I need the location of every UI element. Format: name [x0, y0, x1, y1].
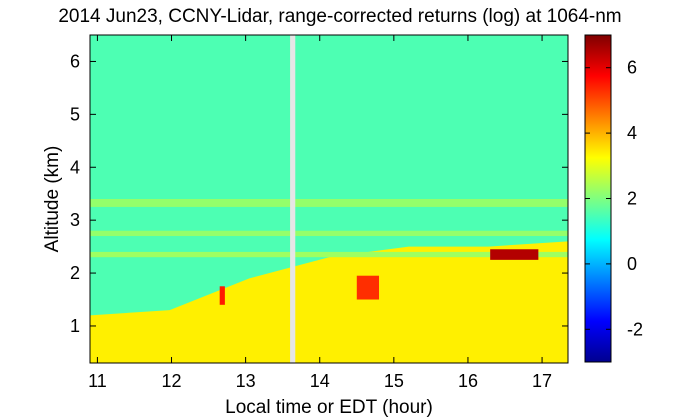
x-tick-label: 11	[88, 371, 107, 391]
aerosol-layer-3	[90, 199, 568, 207]
x-tick-label: 15	[384, 371, 404, 391]
cloud-6	[356, 275, 380, 300]
cloud-4	[490, 249, 539, 260]
x-tick-label: 12	[162, 371, 182, 391]
y-tick-label: 5	[70, 104, 80, 124]
y-tick-label: 2	[70, 263, 80, 283]
colorbar-tick-label: 6	[627, 58, 637, 78]
colorbar-axis: -2 0 2 4 6	[585, 58, 643, 339]
data-gap	[290, 35, 296, 363]
plot-area	[90, 35, 568, 363]
x-axis-label: Local time or EDT (hour)	[225, 397, 433, 418]
y-axis: 1 2 3 4 5 6	[70, 51, 568, 336]
aerosol-layer-1	[90, 251, 568, 258]
x-tick-label: 13	[236, 371, 256, 391]
x-tick-label: 14	[310, 371, 330, 391]
cloud-5	[219, 286, 225, 305]
y-tick-label: 6	[70, 51, 80, 71]
x-tick-label: 17	[532, 371, 552, 391]
plot-frame	[89, 34, 569, 364]
boundary-layer-0	[90, 241, 568, 363]
x-tick-label: 16	[458, 371, 478, 391]
colorbar-tick-label: 2	[627, 189, 637, 209]
chart-title: 2014 Jun23, CCNY-Lidar, range-corrected …	[58, 6, 621, 27]
y-tick-label: 4	[70, 157, 80, 177]
y-tick-label: 1	[70, 316, 80, 336]
colorbar-tick-label: 0	[627, 254, 637, 274]
y-tick-label: 3	[70, 210, 80, 230]
aerosol-layer-2	[90, 230, 568, 237]
y-axis-label: Altitude (km)	[42, 146, 63, 253]
colorbar-tick-label: 4	[627, 123, 637, 143]
gap-band	[290, 35, 296, 363]
colorbar-tick-label: -2	[627, 319, 643, 339]
x-axis: 11 12 13 14 15 16 17	[88, 35, 552, 391]
